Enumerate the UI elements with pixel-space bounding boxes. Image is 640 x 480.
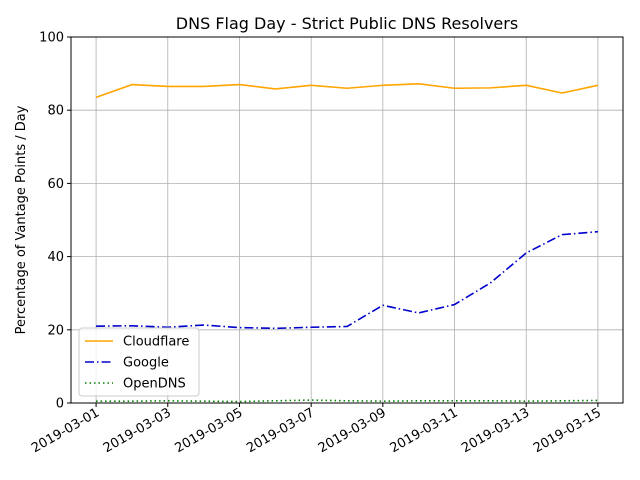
x-tick-label: 2019-03-13 — [459, 405, 532, 456]
legend-box — [78, 327, 200, 397]
series-line-google — [96, 230, 598, 330]
x-tick-label: 2019-03-09 — [316, 405, 389, 456]
y-axis-ticks: 0 20 40 60 80 100 — [39, 31, 71, 412]
x-tick-label: 2019-03-03 — [101, 405, 174, 456]
y-tick-label: 40 — [47, 250, 64, 265]
legend-label: Cloudflare — [123, 335, 189, 350]
x-tick-label: 2019-03-01 — [29, 405, 102, 456]
y-tick-label: 20 — [47, 323, 64, 338]
x-axis-ticks: 2019-03-012019-03-032019-03-052019-03-07… — [29, 403, 604, 456]
x-tick-label: 2019-03-07 — [244, 405, 317, 456]
plot-frame — [70, 36, 624, 404]
series-line-cloudflare — [95, 83, 599, 99]
legend: Cloudflare Google OpenDNS — [78, 327, 200, 397]
series-lines — [95, 83, 599, 403]
legend-label: OpenDNS — [123, 377, 186, 392]
y-tick-label: 0 — [56, 397, 64, 412]
x-tick-label: 2019-03-05 — [173, 405, 246, 456]
y-tick-label: 60 — [47, 177, 64, 192]
x-tick-label: 2019-03-11 — [388, 405, 461, 456]
legend-label: Google — [123, 356, 169, 371]
x-tick-label: 2019-03-15 — [531, 405, 604, 456]
series-line-opendns — [96, 399, 598, 403]
y-axis-label: Percentage of Vantage Points / Day — [14, 105, 29, 334]
y-tick-label: 100 — [39, 31, 64, 46]
chart-title: DNS Flag Day - Strict Public DNS Resolve… — [176, 14, 518, 33]
y-tick-label: 80 — [47, 104, 64, 119]
